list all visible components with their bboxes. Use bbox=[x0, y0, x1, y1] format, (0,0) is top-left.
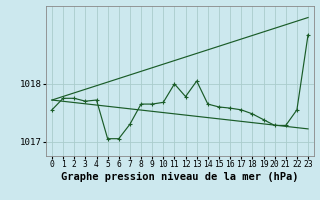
X-axis label: Graphe pression niveau de la mer (hPa): Graphe pression niveau de la mer (hPa) bbox=[61, 172, 299, 182]
